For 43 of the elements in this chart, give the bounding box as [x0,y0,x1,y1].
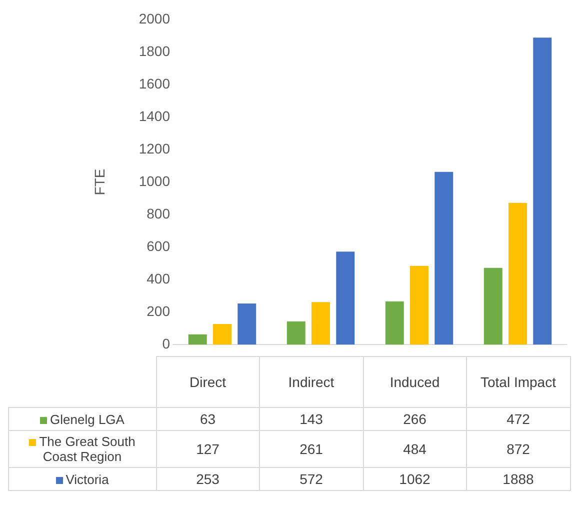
legend-label: Victoria [8,468,156,490]
data-label: 872 [466,430,570,468]
legend-label: The Great South Coast Region [8,430,156,468]
data-label: 127 [156,430,260,468]
bar [188,334,207,345]
data-label: 143 [260,408,363,430]
bar [238,303,256,345]
y-tick-label: 400 [146,270,170,286]
y-tick-label: 1800 [138,42,170,59]
bar [286,321,306,345]
y-tick-label: 200 [146,302,170,319]
y-tick-label: 1600 [138,75,170,92]
y-axis-title: FTE [91,168,108,196]
data-label: 266 [363,408,466,430]
bar [312,302,330,345]
bar [434,172,454,345]
x-tick-label: Indirect [260,356,363,408]
x-tick-label: Induced [363,356,466,408]
legend-label: Glenelg LGA [8,408,156,430]
y-tick-label: 1000 [138,172,170,189]
data-label: 63 [156,408,260,430]
bar [213,324,232,345]
bar [508,202,527,345]
x-tick-label: Direct [156,356,260,408]
data-label: 484 [363,430,466,468]
data-label: 572 [260,468,363,490]
y-tick-label: 1400 [138,108,170,124]
bar [410,266,428,345]
y-tick-label: 1200 [138,140,170,156]
y-tick-label: 600 [146,238,170,254]
y-tick-label: 0 [162,335,170,352]
data-label: 1888 [466,468,570,490]
bar [533,38,552,345]
bar [484,268,502,345]
data-label: 253 [156,468,260,490]
y-tick-label: 2000 [138,10,170,26]
y-tick-label: 800 [146,205,170,222]
bar [336,252,355,345]
data-label: 1062 [363,468,466,490]
bar [385,301,404,345]
data-label: 261 [260,430,363,468]
x-tick-label: Total Impact [466,356,570,408]
data-label: 472 [466,408,570,430]
